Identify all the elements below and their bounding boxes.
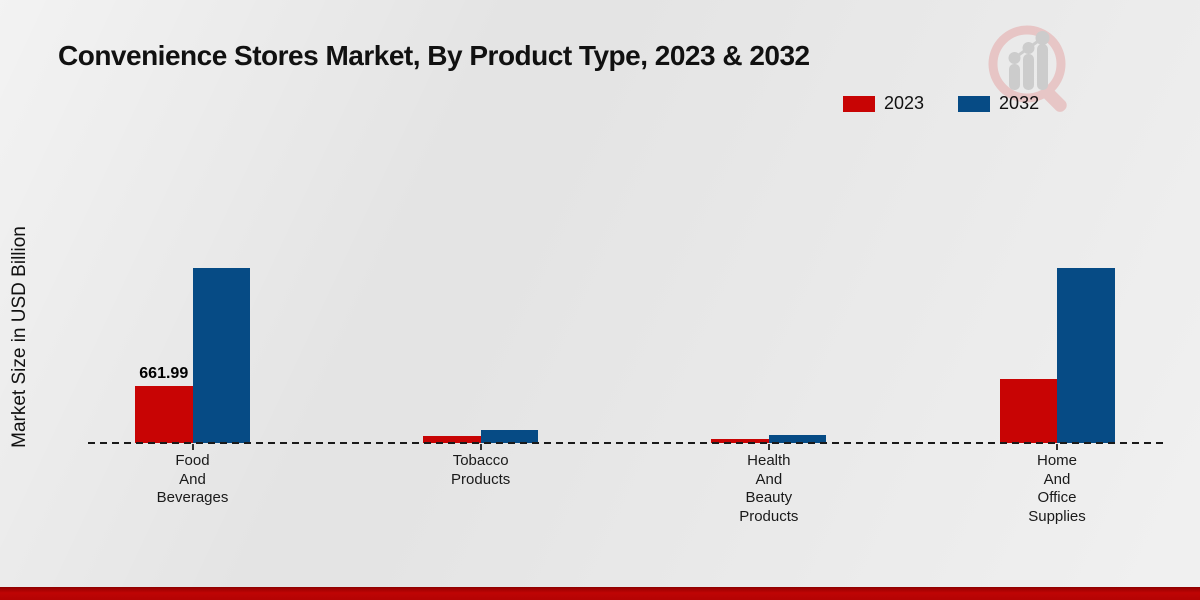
legend-swatch-icon [958, 95, 991, 112]
x-axis-tick [479, 444, 482, 450]
x-axis-baseline [88, 442, 1165, 444]
x-axis-tick [767, 444, 770, 450]
legend-item-2023: 2023 [843, 93, 924, 114]
bar-2023-home-and-office-supplies [999, 378, 1057, 443]
bar-2023-health-and-beauty-products [711, 439, 769, 443]
category-label-food-and-beverages: Food And Beverages [156, 452, 229, 506]
x-axis-tick [1056, 444, 1058, 450]
category-label-tobacco-products: Tobacco Products [451, 452, 511, 488]
bar-2032-tobacco-products [480, 429, 539, 443]
category-label-health-and-beauty-products: Health And Beauty Products [739, 452, 799, 525]
magnifier-bar-chart-logo-icon [988, 25, 1067, 112]
x-axis-tick [191, 444, 194, 450]
legend-label: 2032 [999, 93, 1040, 113]
category-label-home-and-office-supplies: Home And Office Supplies [1028, 452, 1086, 525]
bottom-accent-bar [0, 587, 1200, 600]
legend-swatch-icon [843, 95, 875, 112]
legend-label: 2023 [884, 93, 925, 113]
y-axis-label: Market Size in USD Billion [9, 226, 30, 448]
bar-2032-food-and-beverages [192, 268, 250, 443]
bar-2032-home-and-office-supplies [1057, 268, 1115, 443]
bar-value-label: 661.99 [139, 364, 189, 382]
bar-2023-tobacco-products [423, 436, 481, 443]
legend-item-2032: 2032 [958, 93, 1039, 114]
chart-legend: 2023 2032 [843, 93, 1039, 114]
bar-2023-food-and-beverages [135, 385, 193, 443]
bar-2032-health-and-beauty-products [768, 434, 827, 443]
chart-title: Convenience Stores Market, By Product Ty… [58, 40, 810, 71]
